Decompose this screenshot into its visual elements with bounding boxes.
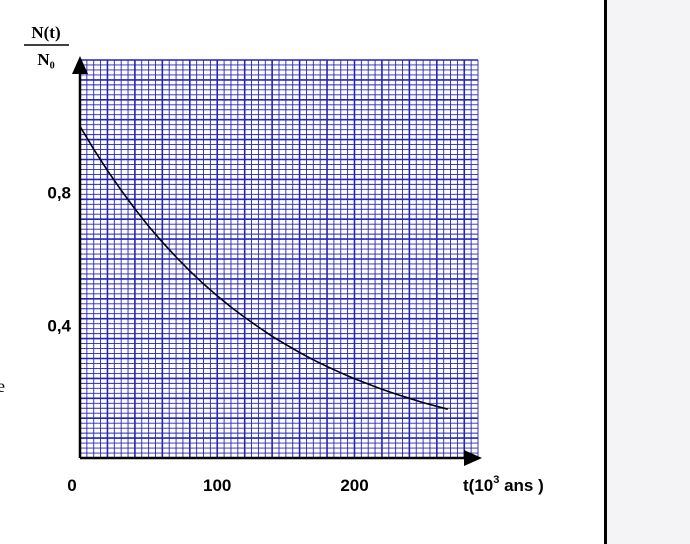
stray-text: e [0, 376, 5, 396]
x-axis-label: t(103 ans ) [463, 474, 544, 495]
x-axis-label-exponent: 3 [493, 474, 499, 486]
x-tick-label: 200 [340, 476, 368, 495]
y-axis-label-numerator: N(t) [31, 23, 60, 42]
decay-curve [79, 125, 449, 410]
y-tick-label: 0,4 [47, 316, 71, 335]
y-tick-label: 0,8 [47, 184, 71, 203]
y-axis-arrow [72, 56, 88, 74]
side-panel [604, 0, 690, 544]
x-axis-label-suffix: ans ) [499, 476, 543, 495]
x-axis-label-prefix: t(10 [463, 476, 493, 495]
x-tick-label: 100 [203, 476, 231, 495]
x-tick-label: 0 [67, 476, 76, 495]
grid [79, 59, 479, 459]
y-axis-label-denominator: N₀ [37, 50, 54, 69]
x-axis-arrow [464, 450, 482, 466]
